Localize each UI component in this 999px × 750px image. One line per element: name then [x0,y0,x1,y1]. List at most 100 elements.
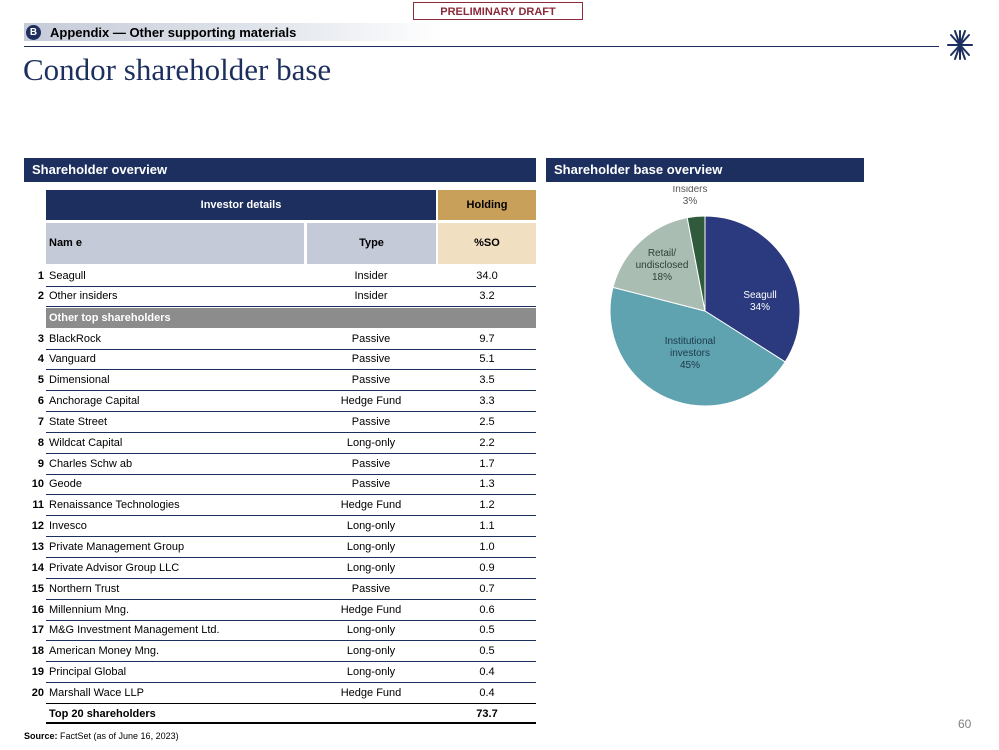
total-value: 73.7 [476,708,498,720]
other-top-shareholders-label: Other top shareholders [46,308,536,328]
holding-percent: 5.1 [479,353,495,366]
holding-header: Holding [438,190,536,220]
row-number: 19 [31,666,44,679]
investor-name: Anchorage Capital [49,395,140,408]
holding-percent: 2.5 [479,415,495,428]
row-divider [46,411,536,413]
row-divider [46,619,536,621]
investor-name: American Money Mng. [49,645,160,658]
investor-type: Long-only [346,624,396,637]
pie-slice-insiders [686,215,706,312]
investor-name: BlackRock [49,332,101,345]
holding-percent: 0.4 [479,666,495,679]
table-row: 16 Millennium Mng. Hedge Fund 0.6 [24,600,536,621]
investor-type: Passive [351,457,391,470]
investor-name: Millennium Mng. [49,603,130,616]
row-divider [46,577,536,579]
investor-type: Passive [351,374,391,387]
investor-type: Passive [351,353,391,366]
row-number: 8 [37,436,44,449]
holding-percent: 34.0 [476,269,498,282]
table-row: 7 State Street Passive 2.5 [24,412,536,433]
row-divider [46,515,536,517]
company-logo-icon [947,30,973,60]
holding-percent: 0.9 [479,561,495,574]
investor-type: Long-only [346,541,396,553]
investor-type: Hedge Fund [340,603,402,616]
holding-percent: 0.5 [479,645,495,658]
holding-percent: 3.5 [479,374,495,387]
investor-name: Seagull [49,269,86,282]
table-row: 1 Seagull Insider 34.0 [24,266,536,287]
total-row: Top 20 shareholders 73.7 [46,703,536,724]
investor-name: Geode [49,478,83,491]
investor-name: Principal Global [49,666,127,679]
investor-type: Insider [354,269,388,282]
source-text: FactSet (as of June 16, 2023) [57,731,179,741]
investor-name: Dimensional [49,374,110,387]
table-row: 8 Wildcat Capital Long-only 2.2 [24,433,536,454]
row-divider [46,369,536,371]
table-row: 3 BlackRock Passive 9.7 [24,329,536,350]
row-number: 2 [37,290,44,303]
row-divider [46,473,536,475]
investor-type: Long-only [346,561,396,574]
appendix-title: Appendix — Other supporting materials [50,25,297,40]
investor-type: Long-only [346,520,396,533]
row-number: 6 [37,395,44,408]
row-divider [46,536,536,538]
row-number: 18 [31,645,44,658]
appendix-badge: B [26,25,41,40]
shareholder-base-overview-header: Shareholder base overview [546,158,864,182]
shareholder-pie-chart: Seagull 34% Institutional investors 45% Retai… [609,186,801,407]
table-row: 17 M&G Investment Management Ltd. Long-onl… [24,620,536,642]
table-row: 18 American Money Mng. Long-only 0.5 [24,641,536,663]
row-divider [46,640,536,642]
holding-percent: 3.3 [479,395,495,408]
investor-type: Passive [351,332,391,345]
source-label: Source: [24,731,58,741]
row-number: 14 [31,561,44,574]
holding-percent: 0.4 [479,686,495,699]
total-label: Top 20 shareholders [49,708,156,720]
column-type-header: Type [307,223,436,264]
row-number: 7 [37,415,44,428]
table-row: 15 Northern Trust Passive 0.7 [24,579,536,600]
holding-percent: 1.2 [479,499,495,512]
table-row: 19 Principal Global Long-only 0.4 [24,662,536,684]
row-divider [46,285,536,287]
row-number: 20 [31,686,44,699]
investor-type: Long-only [346,666,396,679]
row-number: 5 [37,374,44,387]
table-row: 12 Invesco Long-only 1.1 [24,516,536,538]
pie-slice-retail-undisclosed [612,217,706,312]
table-row: 11 Renaissance Technologies Hedge Fund 1.2 [24,495,536,517]
row-divider [46,682,536,684]
table-row: 5 Dimensional Passive 3.5 [24,370,536,392]
pie-label: Retail/undisclosed 18% [636,248,689,283]
shareholder-overview-header: Shareholder overview [24,158,536,182]
row-divider [46,348,536,350]
investor-type: Long-only [346,436,396,449]
investor-name: Renaissance Technologies [49,499,180,512]
investor-type: Hedge Fund [340,499,402,512]
row-number: 4 [37,353,44,366]
column-so-header: %SO [438,223,536,264]
pie-slice-institutional-investors [609,286,786,407]
holding-percent: 0.5 [479,624,495,637]
holding-percent: 1.0 [479,541,495,553]
holding-percent: 1.7 [479,457,495,470]
pie-label: Insiders 3% [672,186,707,207]
investor-type: Hedge Fund [340,395,402,408]
investor-name: Private Management Group [49,541,185,553]
pie-slice-seagull [704,215,801,363]
pie-label: Institutional investors 45% [665,336,716,371]
row-number: 1 [37,269,44,282]
row-divider [46,494,536,496]
investor-details-header: Investor details [46,190,436,220]
header-rule [24,46,939,47]
appendix-bar [24,23,444,41]
investor-name: Invesco [49,520,87,533]
investor-type: Passive [351,582,391,595]
holding-percent: 1.3 [479,478,495,491]
